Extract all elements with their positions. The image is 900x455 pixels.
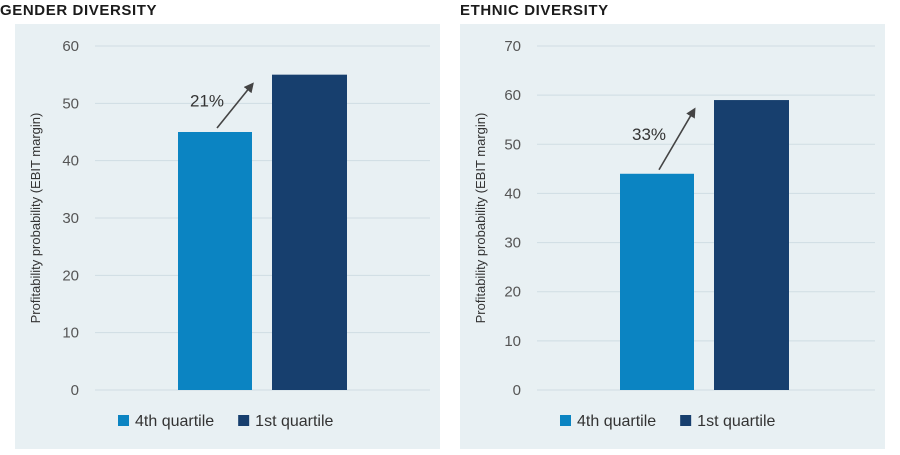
y-tick-label: 70 xyxy=(504,38,521,55)
increase-arrow xyxy=(658,107,696,171)
chart-title-gender: GENDER DIVERSITY xyxy=(0,2,158,19)
legend-label: 4th quartile xyxy=(577,413,656,430)
y-tick-label: 30 xyxy=(504,235,521,252)
bar-4th-quartile xyxy=(178,132,252,390)
y-tick-label: 10 xyxy=(504,333,521,350)
chart-0: 0 10 20 30 40 50 60 Profitability probability (… xyxy=(28,38,430,430)
increase-annotation: 21% xyxy=(190,91,224,110)
y-tick-label: 30 xyxy=(62,210,79,227)
y-axis-label: Profitability probability (EBIT margin) xyxy=(473,113,488,324)
increase-annotation: 33% xyxy=(632,125,666,144)
bar-1st-quartile xyxy=(714,100,789,391)
bar-4th-quartile xyxy=(620,173,694,390)
legend-label: 1st quartile xyxy=(697,413,775,430)
legend-swatch xyxy=(560,415,571,426)
increase-arrow xyxy=(216,82,254,129)
y-tick-label: 50 xyxy=(62,95,79,112)
legend-swatch xyxy=(238,415,250,426)
y-tick-label: 0 xyxy=(513,382,521,399)
y-tick-label: 10 xyxy=(62,325,79,342)
bar-1st-quartile xyxy=(272,74,347,391)
legend-swatch xyxy=(680,415,692,426)
y-tick-label: 0 xyxy=(71,382,79,399)
y-tick-label: 60 xyxy=(504,87,521,104)
chart-title-ethnic: ETHNIC DIVERSITY xyxy=(460,2,609,19)
y-tick-label: 20 xyxy=(504,284,521,301)
y-tick-label: 20 xyxy=(62,267,79,284)
y-tick-label: 40 xyxy=(62,153,79,170)
y-tick-label: 50 xyxy=(504,136,521,153)
y-tick-label: 60 xyxy=(62,38,79,55)
y-axis-label: Profitability probability (EBIT margin) xyxy=(28,113,43,324)
legend-swatch xyxy=(118,415,129,426)
legend-label: 4th quartile xyxy=(135,413,214,430)
chart-1: 0 10 20 30 40 50 60 70 Profitability probability… xyxy=(473,38,875,430)
legend-label: 1st quartile xyxy=(255,413,333,430)
y-tick-label: 40 xyxy=(504,185,521,202)
